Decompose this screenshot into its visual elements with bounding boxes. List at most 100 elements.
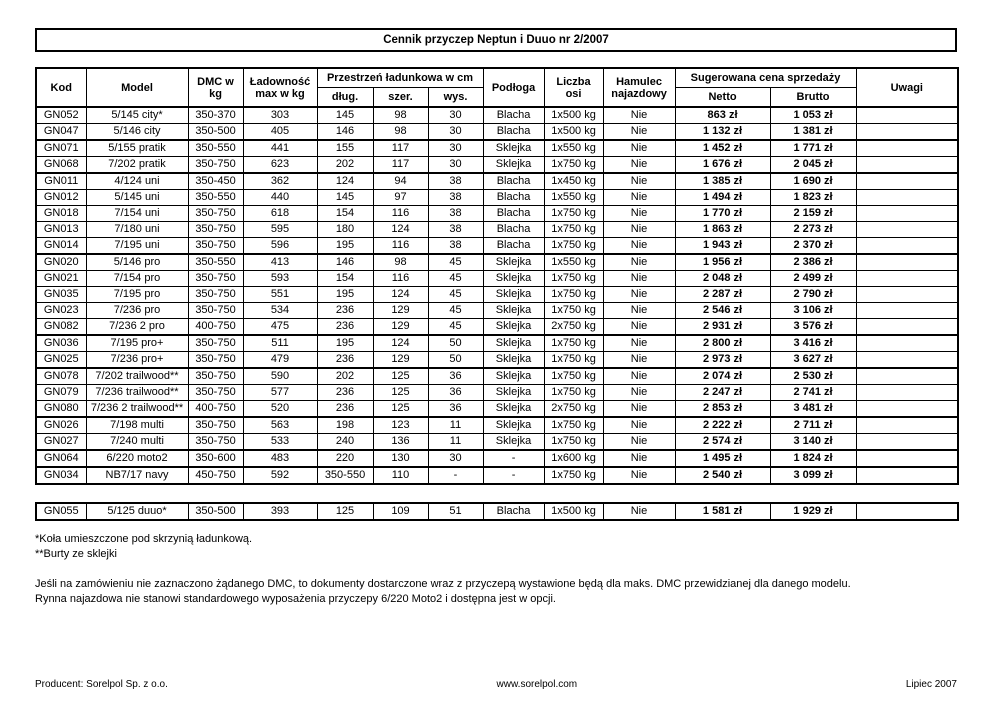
cell-dmc: 350-450: [187, 172, 244, 190]
cell-szer: 124: [372, 286, 429, 303]
cell-wys: 38: [427, 189, 484, 206]
cell-kod: GN064: [35, 449, 87, 468]
cell-ladownosc: 440: [242, 189, 318, 206]
cell-hamulec: Nie: [602, 286, 676, 303]
cell-osie: 1x750 kg: [543, 286, 604, 303]
header-netto: Netto: [674, 87, 771, 108]
cell-wys: 45: [427, 286, 484, 303]
cell-kod: GN012: [35, 189, 87, 206]
header-ladownosc: Ładowność max w kg: [242, 67, 318, 108]
table-row: GN036 7/195 pro+ 350-750 511 195 124 50 Sklejka…: [35, 334, 959, 352]
cell-uwagi: [855, 502, 959, 521]
table-row: GN082 7/236 2 pro 400-750 475 236 129 45 Sklejk…: [35, 318, 959, 336]
table-row: GN020 5/146 pro 350-550 413 146 98 45 Sklejka 1x…: [35, 253, 959, 271]
price-table-header: Kod Model DMC w kg Ładowność max w kg Pr…: [35, 67, 959, 108]
cell-hamulec: Nie: [602, 237, 676, 255]
page-footer: Producent: Sorelpol Sp. z o.o. www.sorel…: [35, 679, 957, 690]
cell-hamulec: Nie: [602, 123, 676, 141]
cell-uwagi: [855, 449, 959, 468]
cell-netto: 2 287 zł: [674, 286, 771, 303]
table-row: GN078 7/202 trailwood** 350-750 590 202 125 36…: [35, 367, 959, 385]
cell-osie: 2x750 kg: [543, 400, 604, 418]
cell-dlug: 146: [316, 253, 374, 271]
cell-szer: 130: [372, 449, 429, 468]
cell-netto: 1 495 zł: [674, 449, 771, 468]
cell-dlug: 154: [316, 205, 374, 222]
cell-model: 6/220 moto2: [85, 449, 189, 468]
cell-brutto: 3 416 zł: [769, 334, 857, 352]
cell-dmc: 400-750: [187, 318, 244, 336]
cell-dlug: 146: [316, 123, 374, 141]
cell-ladownosc: 623: [242, 156, 318, 174]
cell-podloga: Blacha: [482, 237, 545, 255]
cell-model: 7/236 pro: [85, 302, 189, 319]
cell-netto: 863 zł: [674, 106, 771, 124]
table-row: GN068 7/202 pratik 350-750 623 202 117 30 Sklej…: [35, 156, 959, 174]
cell-netto: 2 574 zł: [674, 433, 771, 451]
cell-model: 5/155 pratik: [85, 139, 189, 157]
cell-kod: GN026: [35, 416, 87, 434]
cell-szer: 129: [372, 318, 429, 336]
cell-osie: 1x750 kg: [543, 270, 604, 287]
cell-dlug: 155: [316, 139, 374, 157]
header-cena: Sugerowana cena sprzedaży: [674, 67, 857, 88]
cell-wys: 45: [427, 270, 484, 287]
cell-wys: 45: [427, 253, 484, 271]
cell-dlug: 195: [316, 286, 374, 303]
cell-dmc: 350-500: [187, 123, 244, 141]
cell-osie: 1x750 kg: [543, 302, 604, 319]
cell-netto: 1 581 zł: [674, 502, 771, 521]
cell-kod: GN071: [35, 139, 87, 157]
cell-kod: GN035: [35, 286, 87, 303]
cell-model: 7/236 trailwood**: [85, 384, 189, 401]
cell-dmc: 350-750: [187, 351, 244, 369]
table-row: GN035 7/195 pro 350-750 551 195 124 45 Sklejka 1…: [35, 286, 959, 303]
cell-dmc: 350-750: [187, 302, 244, 319]
cell-hamulec: Nie: [602, 334, 676, 352]
cell-hamulec: Nie: [602, 318, 676, 336]
cell-podloga: Blacha: [482, 106, 545, 124]
price-table-body: GN052 5/145 city* 350-370 303 145 98 30 Blacha 1…: [35, 106, 959, 485]
cell-model: 7/195 pro: [85, 286, 189, 303]
cell-ladownosc: 405: [242, 123, 318, 141]
cell-podloga: Blacha: [482, 205, 545, 222]
header-model: Model: [85, 67, 189, 108]
cell-model: 5/146 city: [85, 123, 189, 141]
cell-hamulec: Nie: [602, 466, 676, 485]
cell-brutto: 2 741 zł: [769, 384, 857, 401]
cell-wys: 30: [427, 106, 484, 124]
table-row: GN047 5/146 city 350-500 405 146 98 30 Blacha 1x…: [35, 123, 959, 141]
cell-uwagi: [855, 286, 959, 303]
cell-ladownosc: 475: [242, 318, 318, 336]
cell-netto: 1 956 zł: [674, 253, 771, 271]
cell-uwagi: [855, 253, 959, 271]
cell-ladownosc: 533: [242, 433, 318, 451]
cell-podloga: Sklejka: [482, 253, 545, 271]
cell-netto: 2 074 zł: [674, 367, 771, 385]
cell-dmc: 350-750: [187, 384, 244, 401]
cell-brutto: 1 053 zł: [769, 106, 857, 124]
header-kod: Kod: [35, 67, 87, 108]
cell-ladownosc: 479: [242, 351, 318, 369]
table-row: GN023 7/236 pro 350-750 534 236 129 45 Sklejka 1…: [35, 302, 959, 319]
cell-wys: 45: [427, 302, 484, 319]
cell-kod: GN014: [35, 237, 87, 255]
cell-dmc: 350-750: [187, 205, 244, 222]
cell-podloga: -: [482, 449, 545, 468]
cell-kod: GN079: [35, 384, 87, 401]
cell-hamulec: Nie: [602, 302, 676, 319]
cell-dmc: 450-750: [187, 466, 244, 485]
cell-hamulec: Nie: [602, 367, 676, 385]
cell-dlug: 202: [316, 367, 374, 385]
cell-brutto: 3 627 zł: [769, 351, 857, 369]
cell-podloga: Sklejka: [482, 286, 545, 303]
cell-brutto: 1 381 zł: [769, 123, 857, 141]
cell-wys: 30: [427, 139, 484, 157]
cell-kod: GN023: [35, 302, 87, 319]
cell-uwagi: [855, 270, 959, 287]
table-row: GN018 7/154 uni 350-750 618 154 116 38 Blacha 1x…: [35, 205, 959, 222]
cell-podloga: Blacha: [482, 189, 545, 206]
cell-hamulec: Nie: [602, 351, 676, 369]
cell-osie: 1x500 kg: [543, 502, 604, 521]
